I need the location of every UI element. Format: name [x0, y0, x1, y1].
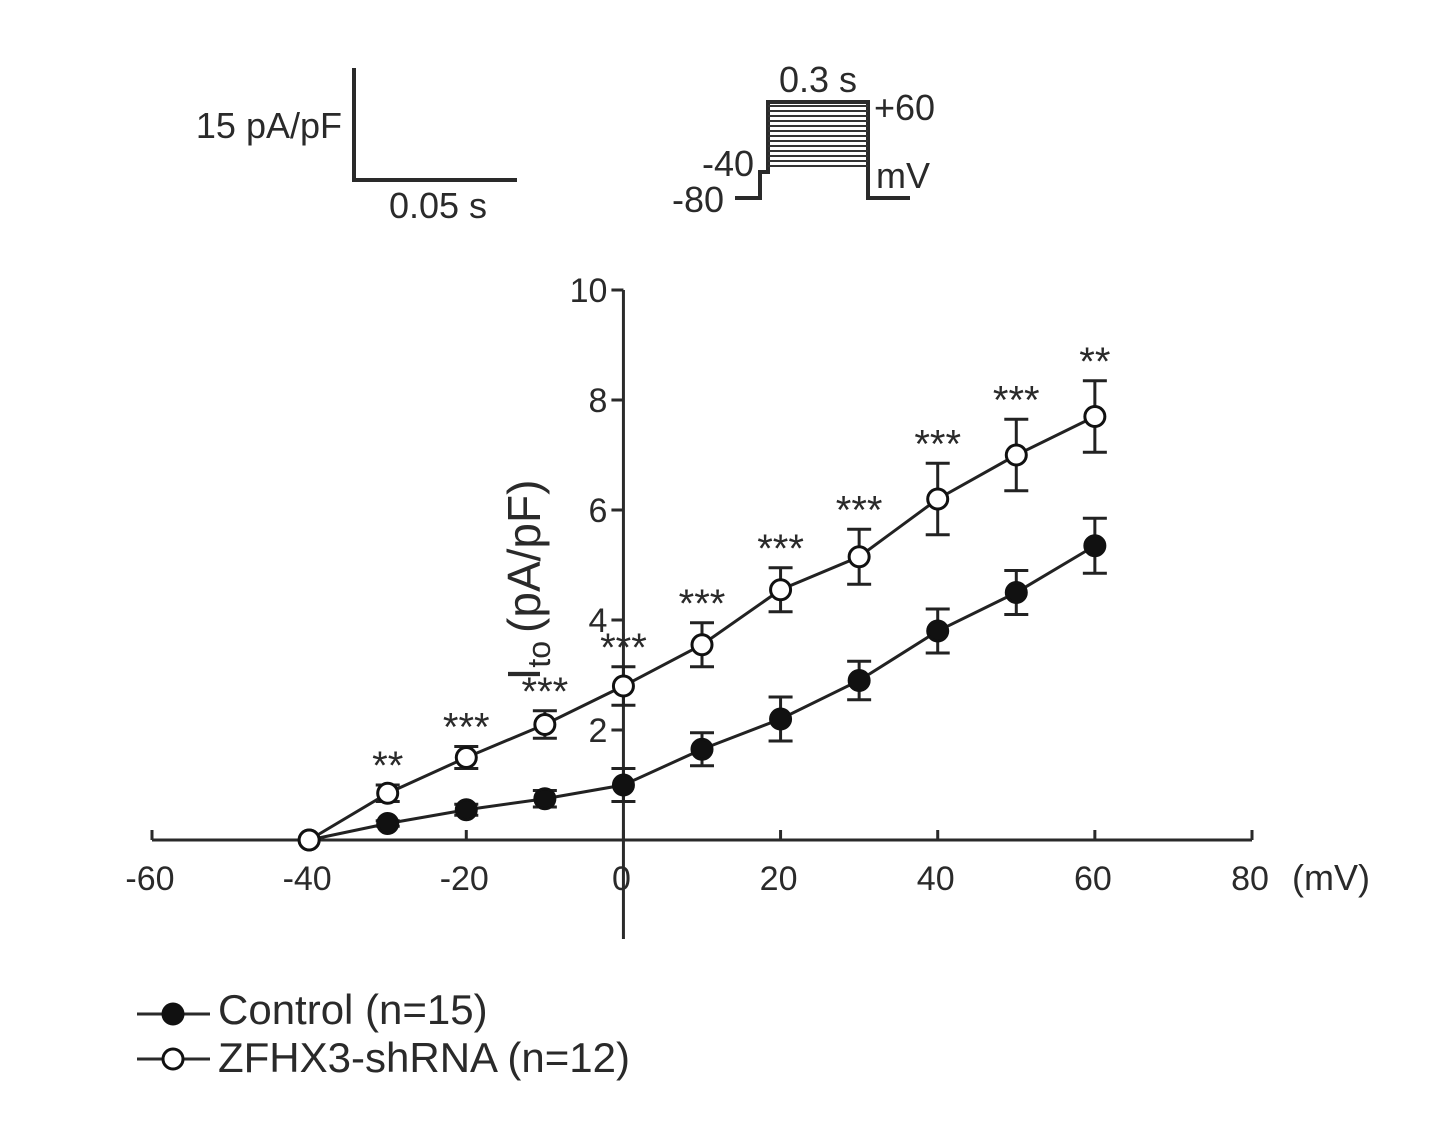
significance-label: ***: [443, 706, 490, 750]
significance-label: ***: [993, 378, 1040, 422]
data-point: [769, 578, 793, 602]
y-axis-label-main: I: [498, 668, 550, 681]
scale-bar-y-label: 15 pA/pF: [196, 105, 342, 146]
data-point: [1004, 443, 1028, 467]
data-point: [690, 633, 714, 657]
data-point: [376, 812, 400, 835]
x-tick-label: -40: [283, 860, 332, 898]
protocol-step-lines: [768, 105, 868, 167]
x-tick-label: 40: [917, 860, 955, 898]
data-point: [454, 798, 478, 822]
scale-bar-x-label: 0.05 s: [389, 185, 487, 226]
significance-label: ***: [757, 527, 804, 571]
significance-label: ***: [600, 626, 647, 670]
y-tick-label: 2: [589, 712, 608, 750]
data-point: [611, 674, 635, 698]
y-tick-label: 4: [589, 602, 608, 640]
data-point: [533, 787, 557, 811]
scale-bar-lines: [352, 68, 517, 182]
x-tick-label: 20: [760, 860, 798, 898]
significance-label: ***: [522, 670, 569, 714]
significance-label: **: [372, 744, 403, 788]
significance-label: ***: [679, 582, 726, 626]
x-tick-label: 80: [1231, 860, 1269, 898]
legend-item-zfhx3: ZFHX3-shRNA (n=12): [137, 1034, 630, 1081]
x-ticks: -60 -40 -20 0 20 40 60 80: [125, 830, 1269, 898]
protocol-step-label: -40: [702, 143, 754, 184]
legend-label-zfhx3: ZFHX3-shRNA (n=12): [218, 1034, 630, 1081]
data-point: [926, 487, 950, 511]
legend-label-control: Control (n=15): [218, 986, 488, 1033]
x-tick-label: -20: [440, 860, 489, 898]
y-axis-label-unit: (pA/pF): [498, 480, 550, 633]
scale-bar: 15 pA/pF 0.05 s: [196, 68, 517, 226]
data-point: [847, 545, 871, 569]
plot-series: [297, 379, 1107, 852]
x-axis-label: (mV): [1292, 857, 1370, 898]
protocol-duration-label: 0.3 s: [779, 59, 857, 100]
y-tick-label: 6: [589, 492, 608, 530]
protocol-unit-label: mV: [876, 155, 930, 196]
significance-label: ***: [914, 422, 961, 466]
y-ticks: 2 4 6 8 10: [570, 272, 624, 750]
significance-annotations: ****************************: [372, 340, 1110, 788]
data-point: [769, 707, 793, 731]
legend: Control (n=15) ZFHX3-shRNA (n=12): [137, 986, 630, 1081]
significance-label: **: [1079, 340, 1110, 384]
data-point: [533, 713, 557, 736]
data-point: [1083, 534, 1107, 558]
data-point: [376, 781, 400, 805]
data-point: [690, 737, 714, 761]
x-tick-label: 0: [612, 860, 631, 898]
y-tick-label: 10: [570, 272, 608, 310]
voltage-protocol: 0.3 s +60 -40 mV -80: [672, 59, 935, 220]
data-point: [847, 669, 871, 692]
series-zfhx3-shrna: [297, 379, 1107, 852]
protocol-hold-label: -80: [672, 179, 724, 220]
data-point: [1004, 581, 1028, 604]
protocol-top-label: +60: [874, 87, 935, 128]
legend-item-control: Control (n=15): [137, 986, 488, 1033]
legend-marker-control: [161, 1002, 185, 1026]
legend-marker-zfhx3: [161, 1047, 185, 1071]
x-tick-label: -60: [125, 860, 174, 898]
y-axis-label-subscript: to: [521, 641, 557, 668]
significance-label: ***: [836, 488, 883, 532]
data-point: [611, 773, 635, 797]
data-point: [926, 619, 950, 643]
data-point: [297, 828, 321, 852]
y-tick-label: 8: [589, 382, 608, 420]
series-control: [297, 516, 1107, 852]
y-axis-label: Ito (pA/pF): [498, 480, 557, 681]
data-point: [454, 746, 478, 769]
data-point: [1083, 405, 1107, 428]
x-tick-label: 60: [1074, 860, 1112, 898]
